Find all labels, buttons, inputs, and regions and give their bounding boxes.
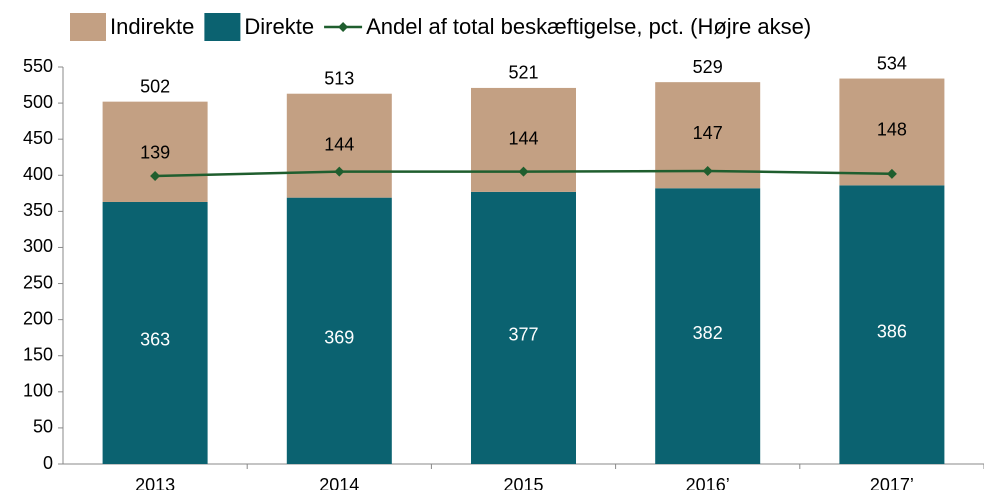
y-tick-label: 50	[33, 417, 53, 437]
data-label: 386	[877, 321, 907, 341]
data-label: 144	[324, 134, 354, 154]
data-label: 363	[140, 330, 170, 350]
data-label: 369	[324, 328, 354, 348]
data-label: 144	[508, 129, 538, 149]
data-label: 139	[140, 142, 170, 162]
y-tick-label: 0	[43, 453, 53, 473]
total-label: 513	[324, 68, 354, 88]
line-marker	[702, 165, 713, 176]
data-label: 382	[693, 323, 723, 343]
bar-segment	[102, 201, 208, 465]
line-marker	[334, 166, 345, 177]
y-tick-label: 300	[23, 236, 53, 256]
bar-segment	[839, 78, 945, 186]
bar-segment	[655, 188, 761, 465]
legend-swatch	[70, 13, 106, 41]
total-label: 502	[140, 76, 170, 96]
data-label: 377	[508, 325, 538, 345]
line-marker	[150, 170, 161, 181]
y-tick-label: 550	[23, 56, 53, 76]
bar-segment	[102, 101, 208, 202]
legend-label: Direkte	[244, 14, 314, 39]
y-tick-label: 100	[23, 381, 53, 401]
total-label: 534	[877, 53, 907, 73]
line-marker	[886, 168, 897, 179]
x-tick-label: 2016’	[686, 475, 730, 490]
x-tick-label: 2015	[503, 475, 543, 490]
y-tick-label: 150	[23, 344, 53, 364]
total-label: 529	[693, 57, 723, 77]
legend-label: Andel af total beskæftigelse, pct. (Højr…	[366, 14, 811, 39]
y-tick-label: 400	[23, 164, 53, 184]
legend-label: Indirekte	[110, 14, 194, 39]
y-tick-label: 250	[23, 272, 53, 292]
bar-segment	[839, 185, 945, 465]
y-tick-label: 350	[23, 200, 53, 220]
x-tick-label: 2014	[319, 475, 359, 490]
total-label: 521	[508, 63, 538, 83]
bar-segment	[286, 93, 392, 198]
x-tick-label: 2017’	[870, 475, 914, 490]
line-marker	[518, 166, 529, 177]
bar-segment	[286, 197, 392, 464]
y-tick-label: 200	[23, 308, 53, 328]
y-tick-label: 450	[23, 128, 53, 148]
y-tick-label: 500	[23, 92, 53, 112]
data-label: 147	[693, 123, 723, 143]
legend-swatch	[204, 13, 241, 41]
x-tick-label: 2013	[135, 475, 175, 490]
data-label: 148	[877, 119, 907, 139]
bar-segment	[471, 191, 576, 464]
legend-marker	[338, 22, 349, 32]
